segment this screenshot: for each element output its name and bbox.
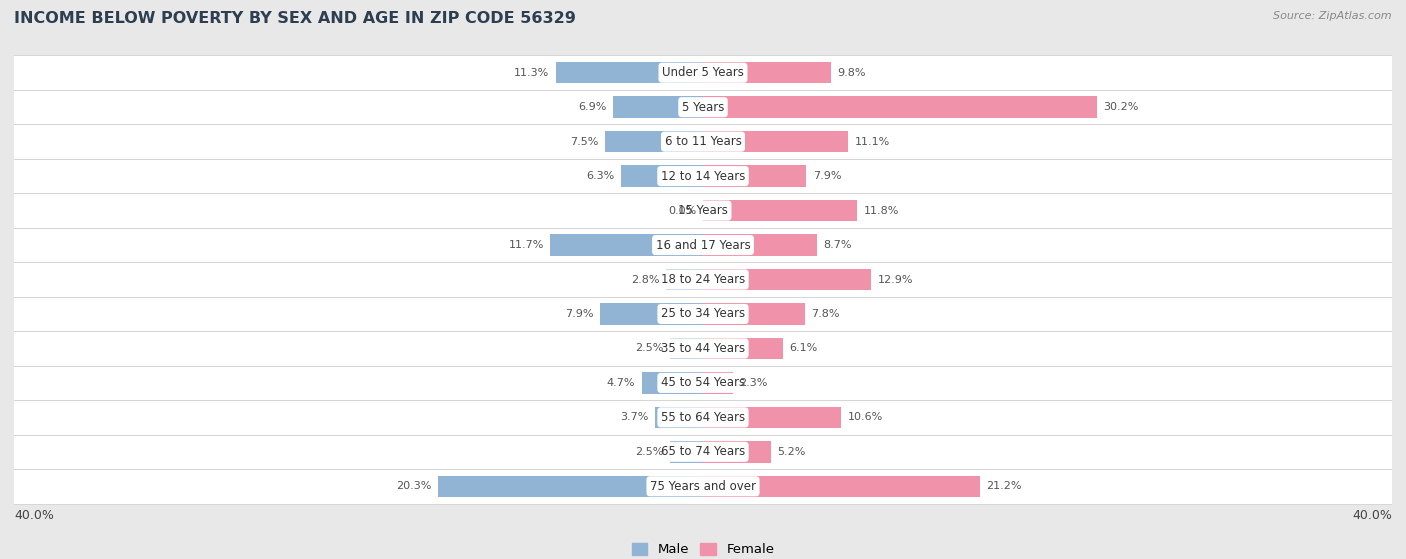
Text: Source: ZipAtlas.com: Source: ZipAtlas.com bbox=[1274, 11, 1392, 21]
FancyBboxPatch shape bbox=[0, 331, 1406, 366]
Bar bbox=[703, 234, 817, 255]
Text: 40.0%: 40.0% bbox=[14, 509, 53, 522]
Text: 6.3%: 6.3% bbox=[586, 171, 614, 181]
Text: 7.9%: 7.9% bbox=[813, 171, 841, 181]
Text: 15 Years: 15 Years bbox=[678, 204, 728, 217]
FancyBboxPatch shape bbox=[0, 400, 1406, 434]
Bar bbox=[555, 62, 703, 83]
Text: 6.9%: 6.9% bbox=[578, 102, 606, 112]
Text: 75 Years and over: 75 Years and over bbox=[650, 480, 756, 493]
Text: 45 to 54 Years: 45 to 54 Years bbox=[661, 376, 745, 390]
Text: 2.3%: 2.3% bbox=[740, 378, 768, 388]
Bar bbox=[621, 165, 703, 187]
FancyBboxPatch shape bbox=[0, 262, 1406, 297]
Text: 5.2%: 5.2% bbox=[778, 447, 806, 457]
Text: 6 to 11 Years: 6 to 11 Years bbox=[665, 135, 741, 148]
Text: 16 and 17 Years: 16 and 17 Years bbox=[655, 239, 751, 252]
Text: 4.7%: 4.7% bbox=[606, 378, 636, 388]
FancyBboxPatch shape bbox=[0, 159, 1406, 193]
Text: 65 to 74 Years: 65 to 74 Years bbox=[661, 446, 745, 458]
FancyBboxPatch shape bbox=[0, 90, 1406, 125]
Bar bbox=[703, 338, 783, 359]
Text: 25 to 34 Years: 25 to 34 Years bbox=[661, 307, 745, 320]
Bar bbox=[550, 234, 703, 255]
Text: 12 to 14 Years: 12 to 14 Years bbox=[661, 169, 745, 183]
Bar bbox=[641, 372, 703, 394]
Text: 3.7%: 3.7% bbox=[620, 413, 648, 423]
Text: 2.5%: 2.5% bbox=[636, 447, 664, 457]
Text: 9.8%: 9.8% bbox=[838, 68, 866, 78]
Legend: Male, Female: Male, Female bbox=[626, 538, 780, 559]
Text: 11.3%: 11.3% bbox=[513, 68, 548, 78]
FancyBboxPatch shape bbox=[0, 297, 1406, 331]
Text: 12.9%: 12.9% bbox=[877, 274, 914, 285]
Text: 2.5%: 2.5% bbox=[636, 343, 664, 353]
FancyBboxPatch shape bbox=[0, 228, 1406, 262]
FancyBboxPatch shape bbox=[0, 469, 1406, 504]
Text: 21.2%: 21.2% bbox=[986, 481, 1022, 491]
FancyBboxPatch shape bbox=[0, 434, 1406, 469]
Text: 10.6%: 10.6% bbox=[848, 413, 883, 423]
Text: 18 to 24 Years: 18 to 24 Years bbox=[661, 273, 745, 286]
Text: 11.7%: 11.7% bbox=[509, 240, 544, 250]
Text: Under 5 Years: Under 5 Years bbox=[662, 66, 744, 79]
Bar bbox=[655, 407, 703, 428]
Text: 20.3%: 20.3% bbox=[396, 481, 432, 491]
Bar bbox=[703, 97, 1097, 118]
Text: 7.8%: 7.8% bbox=[811, 309, 839, 319]
Bar bbox=[703, 62, 831, 83]
FancyBboxPatch shape bbox=[0, 125, 1406, 159]
Bar bbox=[666, 269, 703, 290]
Text: 11.1%: 11.1% bbox=[855, 136, 890, 146]
Text: 8.7%: 8.7% bbox=[823, 240, 852, 250]
Bar bbox=[600, 304, 703, 325]
Bar bbox=[703, 269, 872, 290]
Text: 35 to 44 Years: 35 to 44 Years bbox=[661, 342, 745, 355]
Text: 2.8%: 2.8% bbox=[631, 274, 659, 285]
FancyBboxPatch shape bbox=[0, 366, 1406, 400]
Bar bbox=[703, 372, 733, 394]
Text: 6.1%: 6.1% bbox=[789, 343, 817, 353]
Bar bbox=[605, 131, 703, 152]
Text: 30.2%: 30.2% bbox=[1104, 102, 1139, 112]
Bar bbox=[439, 476, 703, 497]
Text: INCOME BELOW POVERTY BY SEX AND AGE IN ZIP CODE 56329: INCOME BELOW POVERTY BY SEX AND AGE IN Z… bbox=[14, 11, 576, 26]
Bar bbox=[703, 200, 858, 221]
Bar bbox=[671, 441, 703, 462]
Text: 40.0%: 40.0% bbox=[1353, 509, 1392, 522]
Bar bbox=[703, 165, 806, 187]
Text: 7.5%: 7.5% bbox=[571, 136, 599, 146]
Text: 0.0%: 0.0% bbox=[668, 206, 696, 216]
Bar bbox=[703, 441, 770, 462]
Bar bbox=[703, 476, 980, 497]
Text: 5 Years: 5 Years bbox=[682, 101, 724, 113]
Bar bbox=[613, 97, 703, 118]
Bar bbox=[703, 131, 848, 152]
Text: 7.9%: 7.9% bbox=[565, 309, 593, 319]
FancyBboxPatch shape bbox=[0, 55, 1406, 90]
Text: 11.8%: 11.8% bbox=[863, 206, 898, 216]
Bar bbox=[671, 338, 703, 359]
Bar bbox=[703, 407, 841, 428]
Bar bbox=[703, 304, 804, 325]
Text: 55 to 64 Years: 55 to 64 Years bbox=[661, 411, 745, 424]
FancyBboxPatch shape bbox=[0, 193, 1406, 228]
